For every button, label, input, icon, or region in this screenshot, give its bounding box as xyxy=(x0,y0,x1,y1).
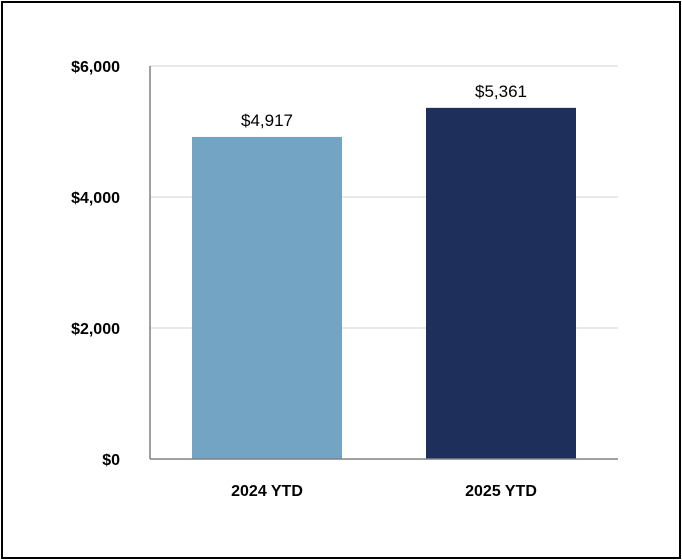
y-axis-ticks: $0 $2,000 $4,000 $6,000 xyxy=(71,59,120,469)
y-tick-label: $2,000 xyxy=(71,321,120,338)
y-tick-label: $0 xyxy=(102,452,120,469)
bars xyxy=(192,107,576,460)
bar-value-label: $5,361 xyxy=(475,82,527,101)
y-tick-label: $4,000 xyxy=(71,190,120,207)
bar-1 xyxy=(426,107,576,460)
y-tick-label: $6,000 xyxy=(71,59,120,76)
bar-value-label: $4,917 xyxy=(241,111,293,130)
data-labels: $4,917 $5,361 xyxy=(241,82,527,130)
x-category-label: 2025 YTD xyxy=(465,483,537,500)
bar-0 xyxy=(192,136,342,459)
x-category-label: 2024 YTD xyxy=(231,483,303,500)
x-axis-categories: 2024 YTD 2025 YTD xyxy=(231,483,537,500)
